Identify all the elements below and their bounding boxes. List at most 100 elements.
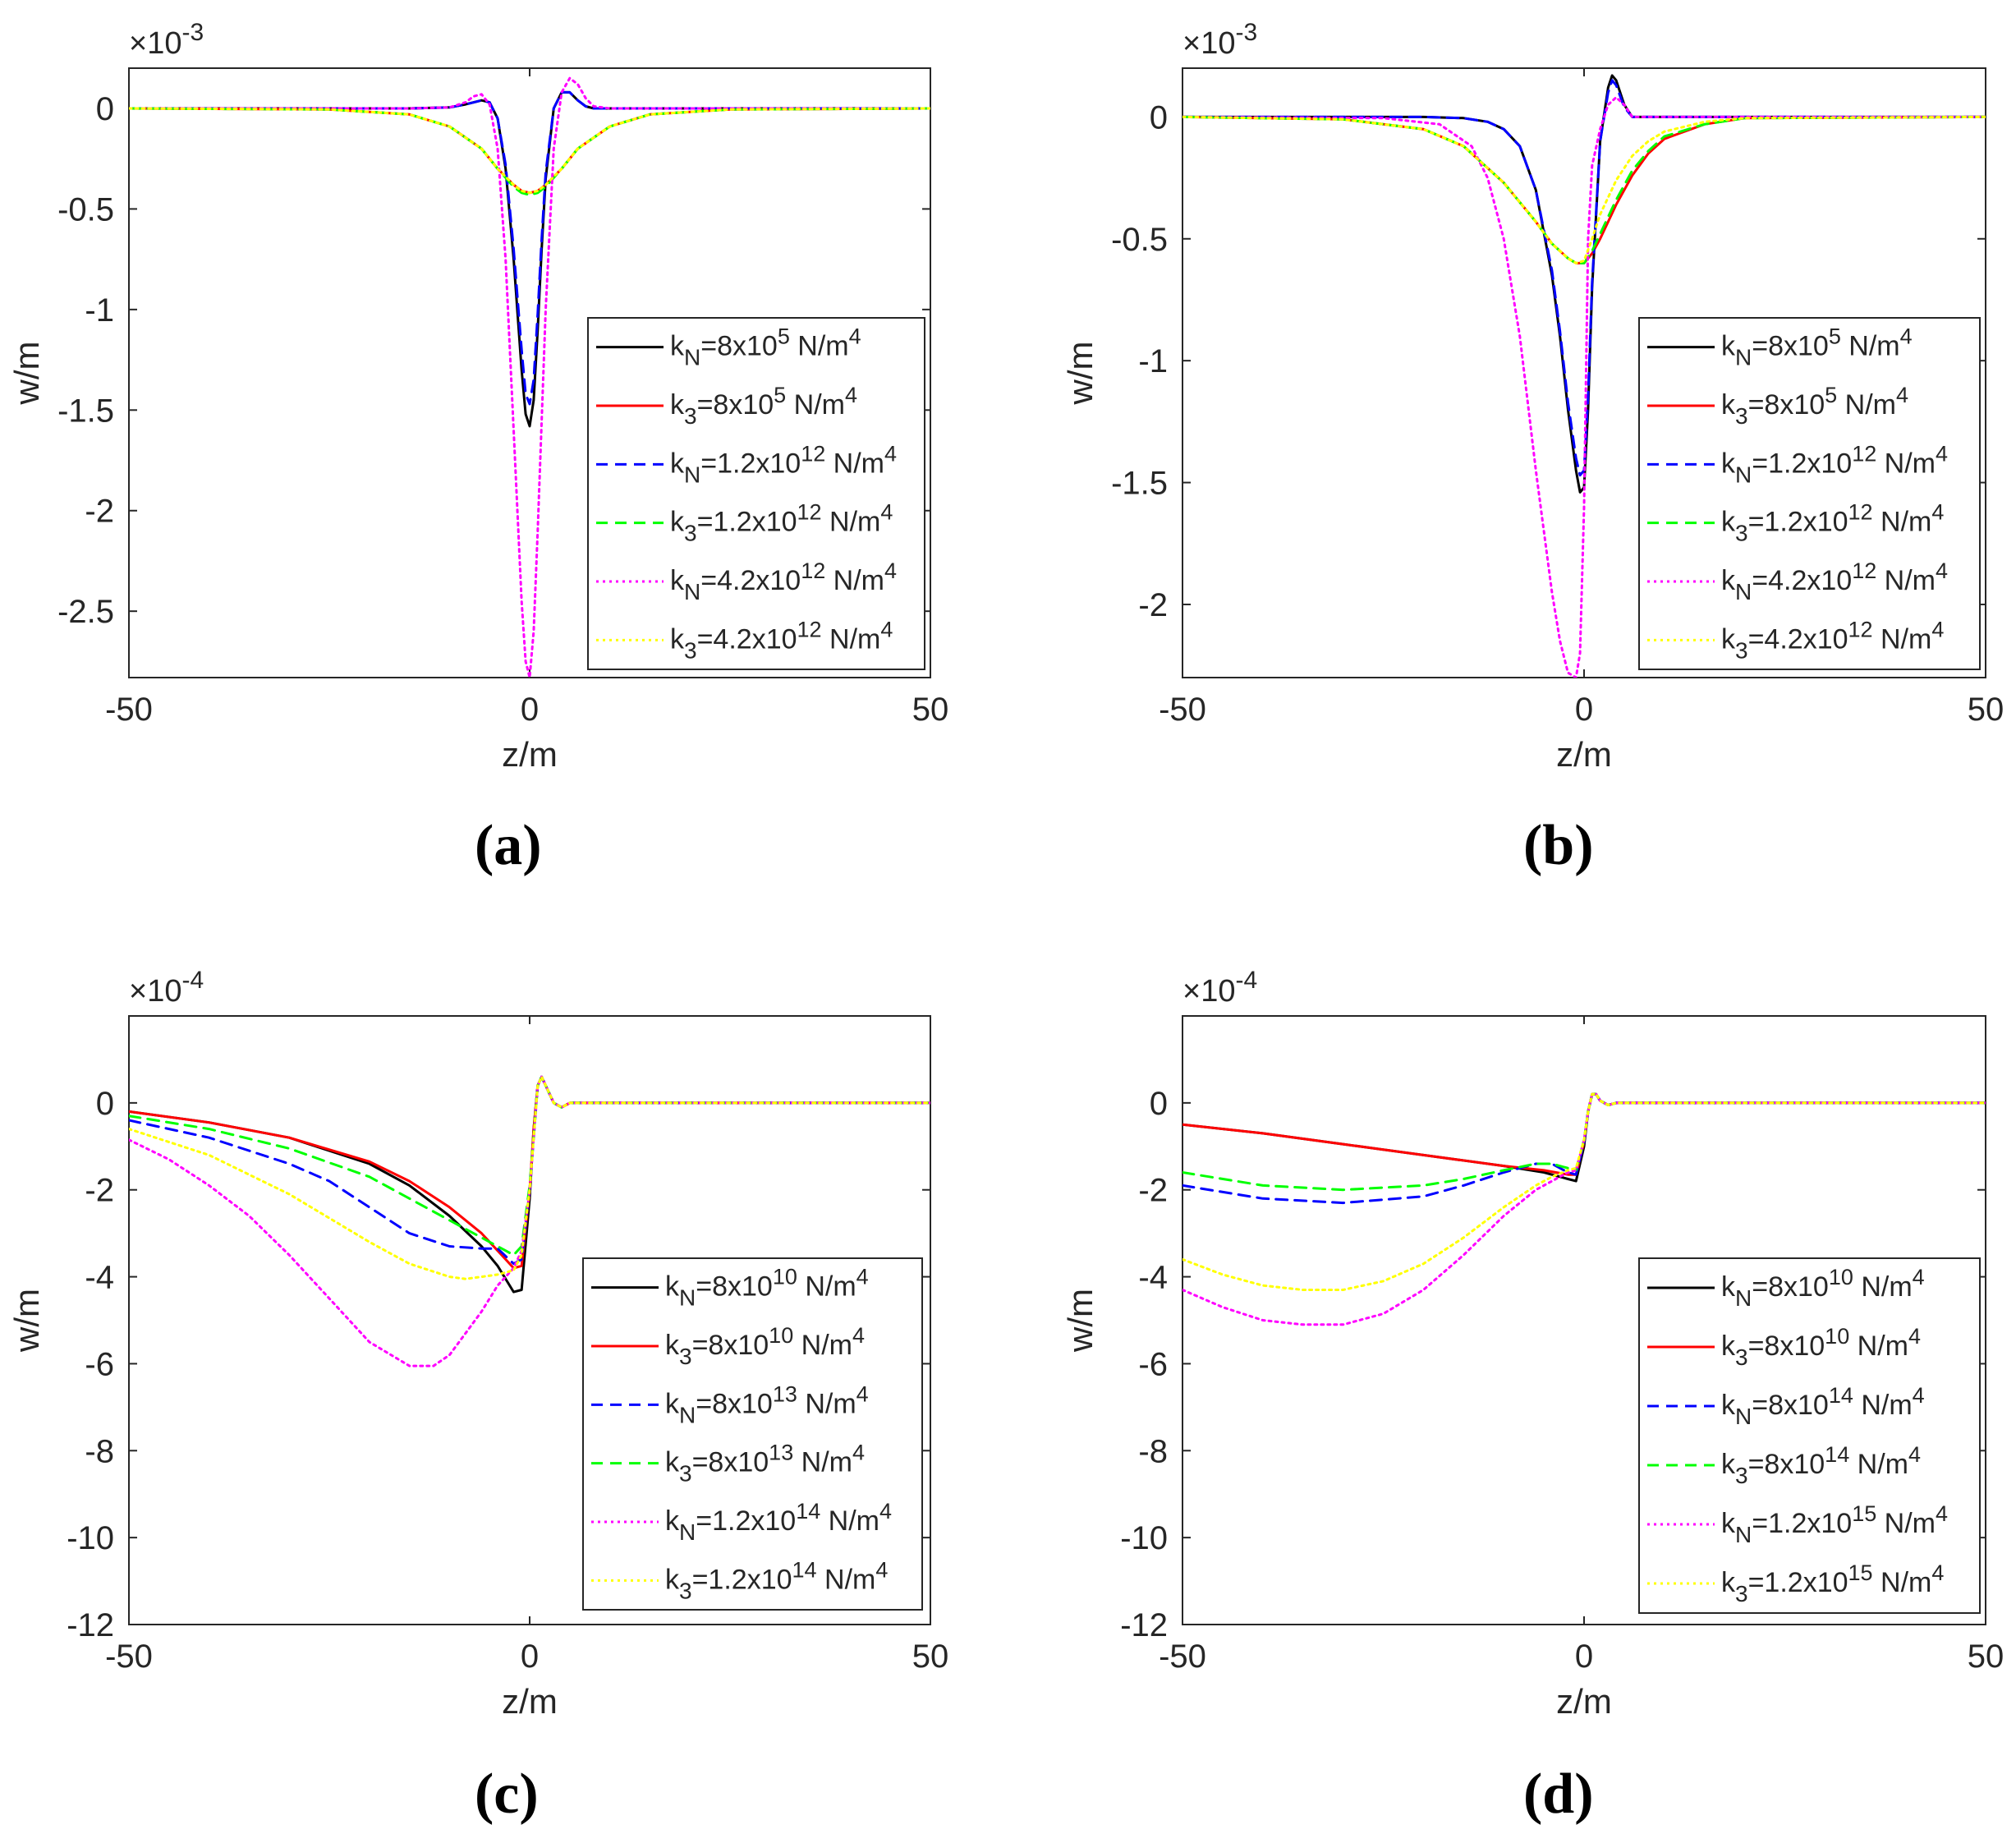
series-line-5 xyxy=(129,1075,930,1367)
legend-entry-3: kN=1.2x1012 N/m4 xyxy=(670,441,897,487)
y-tick-label: -10 xyxy=(67,1520,114,1556)
panel-label-d: (d) xyxy=(1523,1763,1594,1826)
y-tick-label: -6 xyxy=(1138,1346,1168,1382)
chart-panel-3: -50 0 50 0 -2 -4 -6 -8 -10 -12 ×10-4 z/m w/m kN=8x101… xyxy=(7,967,948,1721)
legend: kN=8x1010 N/m4 k3=8x1010 N/m4 kN=8x1014 N/… xyxy=(1638,1257,1981,1614)
series-line-6 xyxy=(1183,115,1986,264)
legend-entry-6: k3=1.2x1015 N/m4 xyxy=(1721,1560,1944,1606)
series-line-4 xyxy=(1183,1092,1986,1192)
legend-entry-6: k3=1.2x1014 N/m4 xyxy=(665,1557,888,1603)
x-tick-label: 50 xyxy=(1968,692,2005,728)
x-axis-label: z/m xyxy=(1556,735,1612,774)
legend-entry-6: k3=4.2x1012 N/m4 xyxy=(670,617,893,663)
y-tick-label: -1.5 xyxy=(57,393,114,429)
x-tick-label: 0 xyxy=(1575,692,1593,728)
y-exponent-label: ×10-4 xyxy=(1183,967,1257,1009)
y-tick-label: -8 xyxy=(1138,1433,1168,1469)
legend: kN=8x105 N/m4 k3=8x105 N/m4 kN=1.2x1012 N/… xyxy=(587,317,925,670)
legend-entry-6: k3=4.2x1012 N/m4 xyxy=(1721,617,1944,663)
chart-panel-2: -50 0 50 0 -0.5 -1 -1.5 -2 ×10-3 z/m w/m kN=8x105 N… xyxy=(1061,19,2004,774)
y-tick-label: -2 xyxy=(1138,1173,1168,1209)
legend-entry-4: k3=1.2x1012 N/m4 xyxy=(670,500,893,546)
legend-entry-1: kN=8x105 N/m4 xyxy=(670,324,861,370)
x-axis-label: z/m xyxy=(1556,1682,1612,1721)
legend-entry-5: kN=4.2x1012 N/m4 xyxy=(670,558,897,604)
legend: kN=8x1010 N/m4 k3=8x1010 N/m4 kN=8x1013 N/… xyxy=(582,1257,923,1611)
y-axis-label: w/m xyxy=(1061,1289,1100,1353)
series-line-5 xyxy=(1183,1092,1986,1326)
series-line-3 xyxy=(1183,79,1986,477)
x-tick-label: -50 xyxy=(105,1638,153,1675)
series-line-5 xyxy=(129,76,930,678)
y-exponent-label: ×10-3 xyxy=(129,19,204,61)
legend-entry-4: k3=8x1014 N/m4 xyxy=(1721,1442,1921,1488)
panel-label-b: (b) xyxy=(1523,814,1594,877)
x-tick-label: 0 xyxy=(521,1638,539,1675)
y-axis-label: w/m xyxy=(1061,342,1100,406)
y-tick-label: -2.5 xyxy=(57,594,114,630)
y-tick-label: -1.5 xyxy=(1111,466,1168,502)
y-tick-label: -1 xyxy=(85,292,114,329)
legend-entry-2: k3=8x1010 N/m4 xyxy=(665,1323,865,1369)
x-tick-label: -50 xyxy=(105,692,153,728)
legend-entry-2: k3=8x105 N/m4 xyxy=(670,383,857,429)
legend-entry-1: kN=8x1010 N/m4 xyxy=(1721,1265,1925,1311)
series-group xyxy=(1183,74,1986,678)
x-tick-label: -50 xyxy=(1159,692,1206,728)
legend: kN=8x105 N/m4 k3=8x105 N/m4 kN=1.2x1012 N/… xyxy=(1638,317,1981,670)
y-tick-label: 0 xyxy=(96,91,114,127)
series-line-6 xyxy=(1183,1092,1986,1291)
y-tick-label: -2 xyxy=(1138,587,1168,623)
x-tick-label: 50 xyxy=(1968,1638,2005,1675)
series-line-3 xyxy=(129,90,930,406)
legend-entry-1: kN=8x105 N/m4 xyxy=(1721,324,1913,370)
y-tick-label: -1 xyxy=(1138,343,1168,379)
series-group xyxy=(129,1075,930,1367)
series-line-5 xyxy=(1183,96,1986,678)
y-tick-label: -4 xyxy=(85,1260,114,1296)
legend-box xyxy=(1638,1257,1981,1614)
x-tick-label: -50 xyxy=(1159,1638,1206,1675)
legend-box xyxy=(1638,317,1981,670)
y-tick-label: -0.5 xyxy=(57,191,114,228)
series-group xyxy=(129,76,930,678)
y-tick-label: -4 xyxy=(1138,1260,1168,1296)
legend-entry-3: kN=8x1014 N/m4 xyxy=(1721,1383,1925,1429)
chart-panel-1: -50 0 50 0 -0.5 -1 -1.5 -2 -2.5 ×10-3 z/m w/m kN=8x1… xyxy=(7,19,948,774)
chart-panel-4: -50 0 50 0 -2 -4 -6 -8 -10 -12 ×10-4 z/m w/m kN=8x101… xyxy=(1061,967,2004,1721)
legend-entry-2: k3=8x105 N/m4 xyxy=(1721,383,1908,429)
x-axis-label: z/m xyxy=(502,735,558,774)
y-tick-label: -8 xyxy=(85,1433,114,1469)
y-axis-label: w/m xyxy=(7,342,46,406)
legend-entry-3: kN=1.2x1012 N/m4 xyxy=(1721,441,1948,487)
x-tick-label: 0 xyxy=(521,692,539,728)
y-tick-label: -0.5 xyxy=(1111,222,1168,258)
y-tick-label: -10 xyxy=(1120,1520,1168,1556)
y-exponent-label: ×10-4 xyxy=(129,967,204,1009)
y-tick-label: -12 xyxy=(1120,1607,1168,1643)
series-line-6 xyxy=(129,107,930,195)
x-tick-label: 0 xyxy=(1575,1638,1593,1675)
legend-box xyxy=(582,1257,923,1611)
y-tick-label: 0 xyxy=(96,1086,114,1122)
y-tick-label: 0 xyxy=(1150,1086,1168,1122)
y-tick-label: -2 xyxy=(85,494,114,530)
legend-entry-5: kN=1.2x1014 N/m4 xyxy=(665,1499,892,1545)
y-tick-label: -6 xyxy=(85,1346,114,1382)
legend-entry-5: kN=1.2x1015 N/m4 xyxy=(1721,1501,1948,1547)
y-exponent-label: ×10-3 xyxy=(1183,19,1257,61)
x-tick-label: 50 xyxy=(912,692,949,728)
legend-entry-4: k3=8x1013 N/m4 xyxy=(665,1441,865,1487)
series-group xyxy=(1183,1092,1986,1326)
legend-entry-2: k3=8x1010 N/m4 xyxy=(1721,1324,1921,1370)
legend-entry-3: kN=8x1013 N/m4 xyxy=(665,1381,869,1427)
legend-box xyxy=(587,317,925,670)
y-tick-label: 0 xyxy=(1150,99,1168,136)
x-tick-label: 50 xyxy=(912,1638,949,1675)
series-line-6 xyxy=(129,1075,930,1280)
y-tick-label: -2 xyxy=(85,1173,114,1209)
panel-label-a: (a) xyxy=(475,814,542,877)
legend-entry-1: kN=8x1010 N/m4 xyxy=(665,1265,869,1311)
x-axis-label: z/m xyxy=(502,1682,558,1721)
